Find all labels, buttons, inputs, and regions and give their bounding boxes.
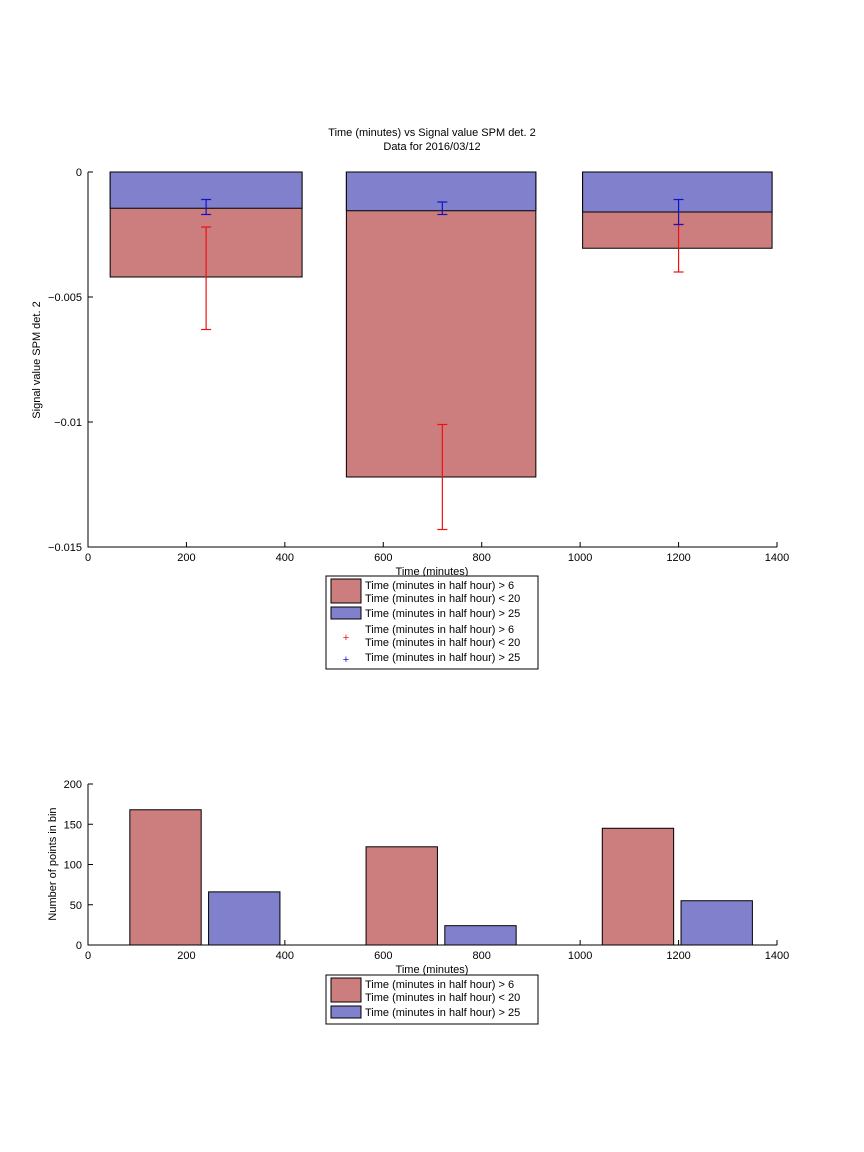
top-legend-label: Time (minutes in half hour) > 6 [365, 624, 514, 636]
top-y-tick-label: −0.015 [48, 542, 82, 554]
top-x-tick-label: 1400 [765, 552, 789, 564]
top-x-tick-label: 1200 [666, 552, 690, 564]
top-legend-marker: + [343, 632, 349, 644]
bottom-y-tick-label: 50 [70, 900, 82, 912]
chart-subtitle: Data for 2016/03/12 [383, 141, 480, 153]
top-legend-label: Time (minutes in half hour) > 25 [365, 652, 520, 664]
bottom-y-tick-label: 200 [64, 779, 82, 791]
bottom-x-tick-label: 400 [276, 950, 294, 962]
top-x-tick-label: 200 [177, 552, 195, 564]
top-legend-label: Time (minutes in half hour) > 25 [365, 608, 520, 620]
bottom-legend-label: Time (minutes in half hour) > 6 [365, 979, 514, 991]
count-bar-red [601, 827, 675, 946]
top-x-tick-label: 600 [374, 552, 392, 564]
top-x-tick-label: 400 [276, 552, 294, 564]
bottom-y-axis-label: Number of points in bin [47, 807, 59, 920]
bottom-legend-patch [330, 1005, 362, 1019]
top-legend-patch [330, 606, 362, 620]
bottom-y-tick-label: 150 [64, 819, 82, 831]
count-bar-blue [680, 900, 753, 946]
count-bar-red [365, 846, 438, 946]
bottom-legend-label: Time (minutes in half hour) > 25 [365, 1007, 520, 1019]
top-legend-label: Time (minutes in half hour) < 20 [365, 593, 520, 605]
count-bar-blue [444, 925, 517, 946]
top-legend-label: Time (minutes in half hour) < 20 [365, 637, 520, 649]
bottom-y-tick-label: 100 [64, 860, 82, 872]
bottom-x-tick-label: 1400 [765, 950, 789, 962]
top-x-tick-label: 800 [473, 552, 491, 564]
bottom-plot: 0 200 400 600 800 1000 1200 1400 0 50 100 150 200 [64, 779, 790, 962]
bottom-x-tick-label: 200 [177, 950, 195, 962]
count-bar-blue [208, 891, 281, 946]
top-x-tick-label: 1000 [568, 552, 592, 564]
top-x-tick-label: 0 [85, 552, 91, 564]
top-y-tick-label: 0 [76, 167, 82, 179]
top-x-axis-label: Time (minutes) [396, 566, 469, 578]
top-legend-marker: + [343, 654, 349, 666]
bottom-x-axis-label: Time (minutes) [396, 964, 469, 976]
top-plot: 0 200 400 600 800 1000 1200 1400 0 −0.005 −0.01 −0.… [48, 167, 789, 564]
top-y-tick-label: −0.01 [54, 417, 82, 429]
bar-red [345, 171, 537, 478]
bar-blue [582, 171, 773, 213]
bottom-y-tick-label: 0 [76, 940, 82, 952]
bottom-x-tick-label: 600 [374, 950, 392, 962]
count-bar-red [129, 809, 202, 946]
chart-title: Time (minutes) vs Signal value SPM det. … [328, 127, 535, 139]
bottom-x-tick-label: 0 [85, 950, 91, 962]
top-legend-label: Time (minutes in half hour) > 6 [365, 580, 514, 592]
top-y-axis-label: Signal value SPM det. 2 [31, 301, 43, 418]
bottom-x-tick-label: 1200 [666, 950, 690, 962]
bottom-legend-patch [330, 977, 362, 1003]
bottom-legend-label: Time (minutes in half hour) < 20 [365, 992, 520, 1004]
top-legend-patch [330, 578, 362, 604]
top-y-tick-label: −0.005 [48, 292, 82, 304]
bottom-x-tick-label: 800 [473, 950, 491, 962]
bottom-x-tick-label: 1000 [568, 950, 592, 962]
bar-blue [345, 171, 537, 212]
